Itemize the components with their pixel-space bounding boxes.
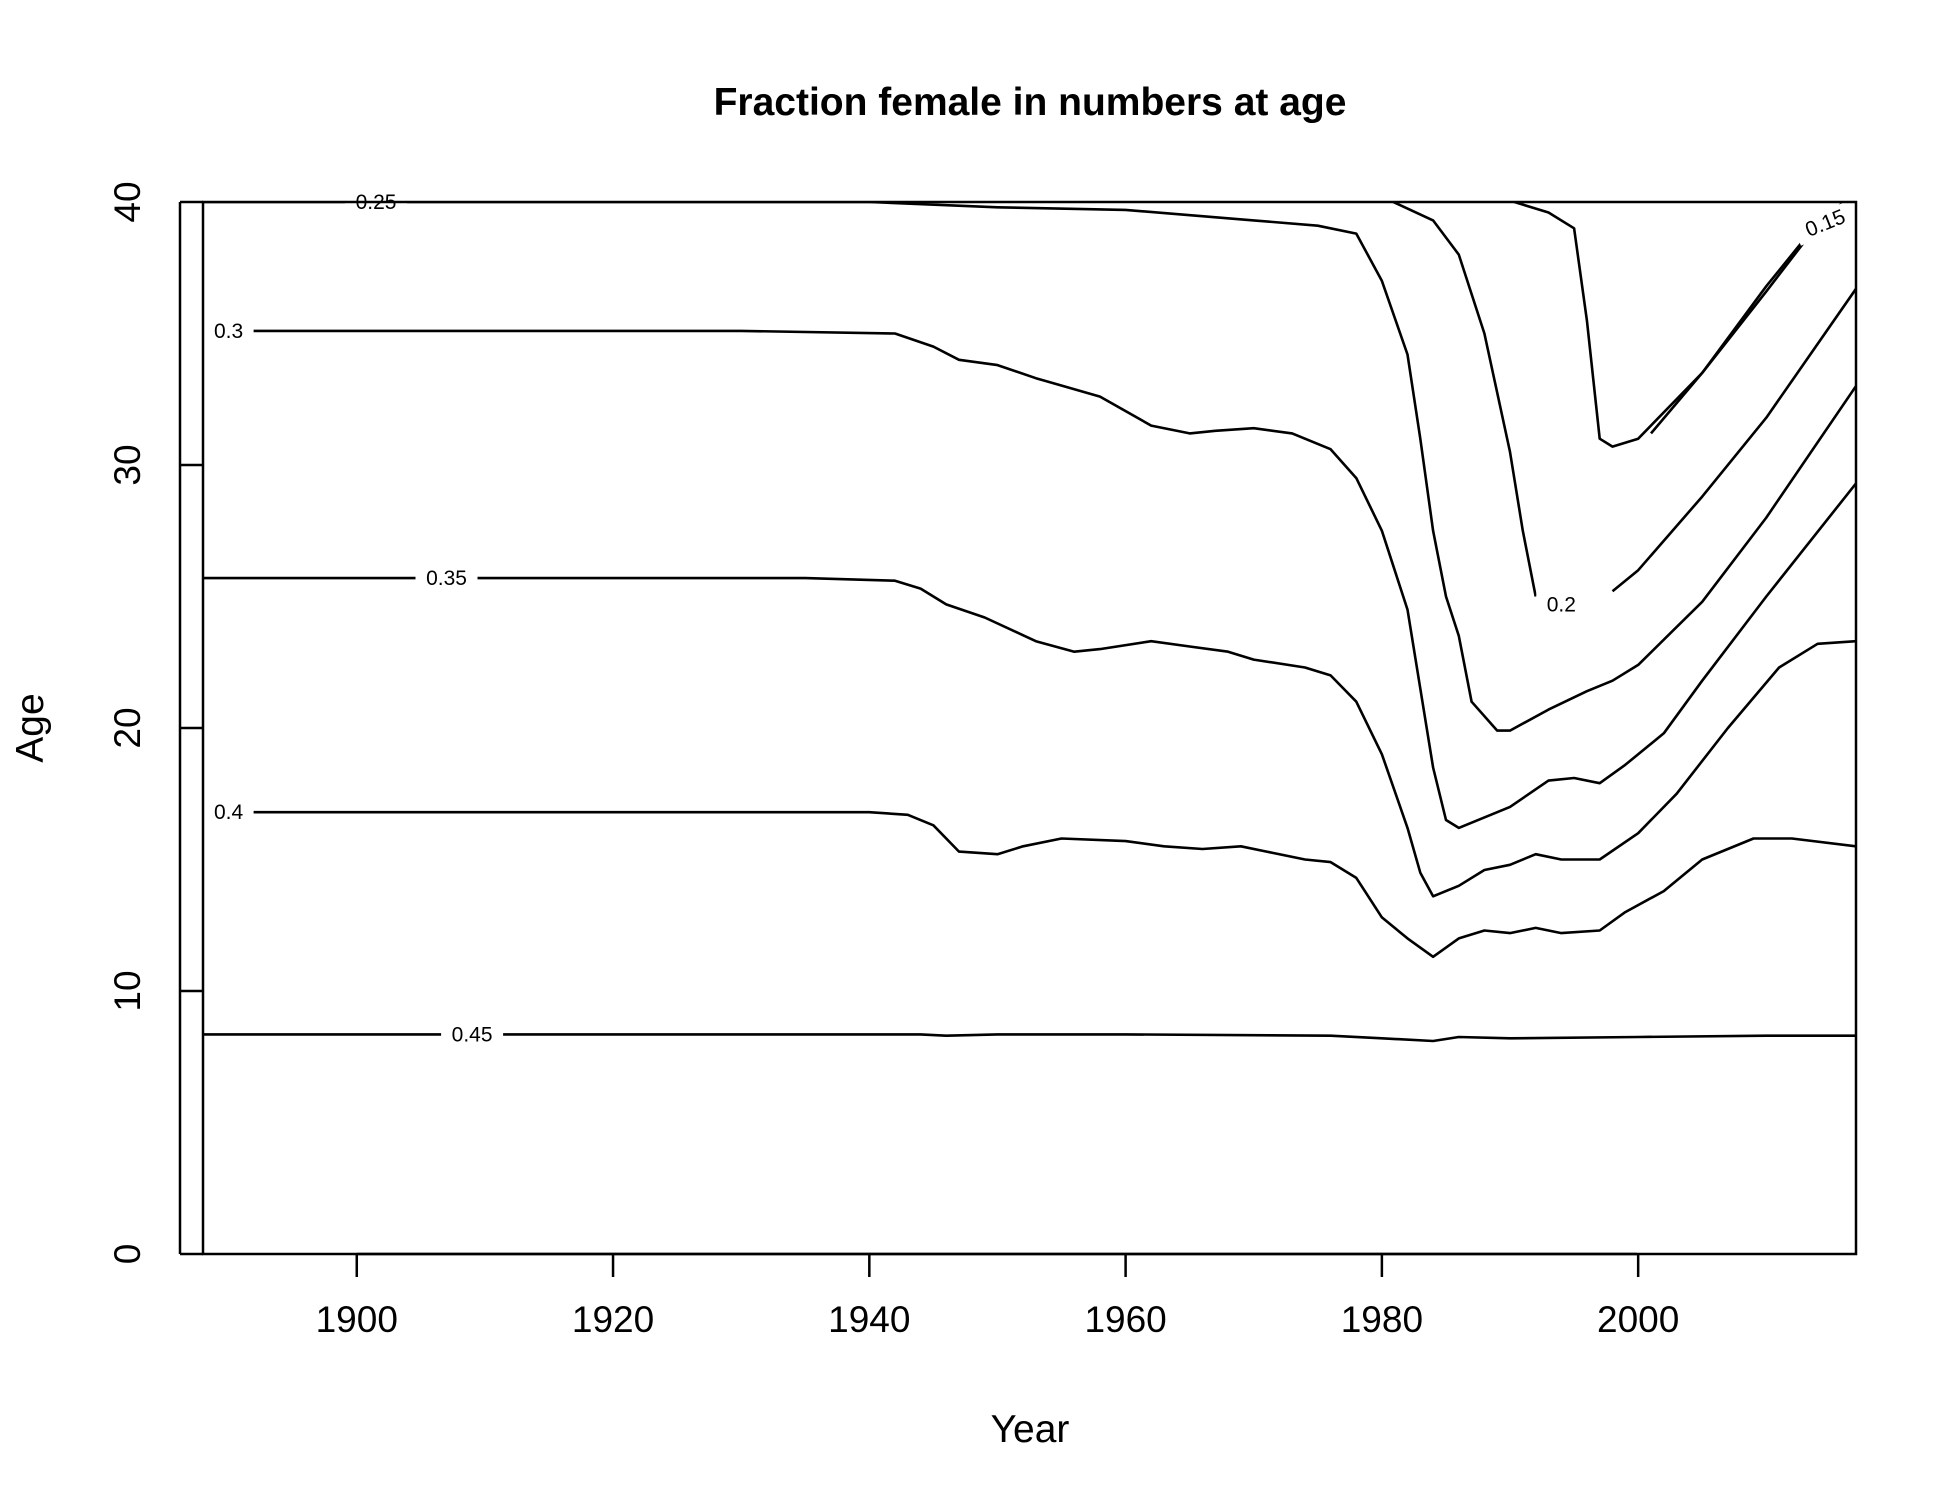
contour-label-text: 0.4 [214,801,244,824]
x-tick-label: 1900 [316,1299,398,1340]
contour-line-0-4 [203,810,1856,959]
x-axis-ticks: 1900 1920 1940 1960 1980 2000 [316,1254,1679,1340]
contour-label-0-45: 0.45 [441,1022,504,1047]
contour-line-0-45 [203,1033,1856,1043]
contour-line-0-2 [1509,202,1806,448]
contour-label-background [1536,592,1587,617]
contour-label-background [203,318,254,343]
x-tick-label: 2000 [1597,1299,1679,1340]
contour-label-0-15: 0.15 [1791,200,1859,246]
contour-label-0-4: 0.4 [203,800,254,825]
y-tick-label: 30 [107,444,148,485]
contour-line-0-2 [1390,202,1537,597]
x-tick-label: 1940 [828,1299,910,1340]
contour-label-text: 0.3 [214,320,243,343]
contour-label-text: 0.45 [452,1023,493,1046]
contour-label-background [203,800,254,825]
y-axis-label: Age [9,693,52,762]
contour-label-0-2: 0.2 [1536,592,1587,617]
contour-line-0-25 [203,202,1856,732]
contour-label-text: 0.35 [426,567,467,590]
y-tick-label: 10 [107,970,148,1011]
chart-title: Fraction female in numbers at age [714,81,1347,124]
y-tick-label: 0 [107,1244,148,1265]
contour-label-background [415,566,478,591]
contour-label-0-3: 0.3 [203,318,254,343]
contour-line-0-2 [1611,288,1856,593]
contour-labels: 0.150.20.250.30.350.40.45 [203,190,1859,1047]
contour-lines [203,202,1856,1043]
x-tick-label: 1960 [1084,1299,1166,1340]
plot-frame [201,200,1858,1256]
contour-line-0-35 [203,576,1856,898]
y-axis-ticks: 0 10 20 30 40 [107,181,203,1264]
contour-label-background [1791,200,1859,246]
x-tick-label: 1980 [1341,1299,1423,1340]
y-tick-label: 40 [107,181,148,222]
x-axis-label: Year [991,1408,1070,1451]
contour-label-0-35: 0.35 [415,566,478,591]
contour-line-0-3 [203,329,1856,830]
contour-label-background [441,1022,504,1047]
x-tick-label: 1920 [572,1299,654,1340]
y-tick-label: 20 [107,707,148,748]
contour-label-text: 0.2 [1547,593,1576,616]
contour-label-text: 0.15 [1802,205,1849,242]
